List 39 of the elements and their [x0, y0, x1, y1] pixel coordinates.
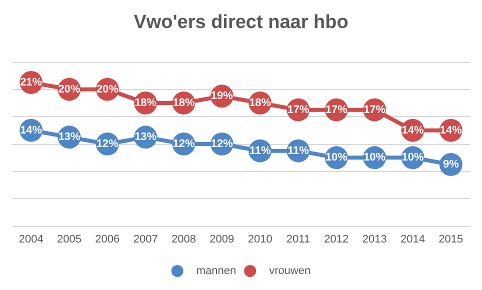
- data-label: 12%: [96, 138, 119, 150]
- x-tick-label: 2011: [286, 234, 310, 246]
- legend-label: mannen: [196, 265, 236, 277]
- data-label: 20%: [96, 83, 119, 96]
- data-label: 21%: [20, 76, 42, 88]
- data-label: 13%: [134, 131, 157, 144]
- data-label: 14%: [20, 124, 42, 136]
- data-label: 11%: [249, 144, 271, 157]
- x-tick-label: 2009: [210, 234, 234, 246]
- data-label: 18%: [134, 97, 157, 109]
- data-label: 17%: [325, 104, 348, 116]
- x-tick-label: 2015: [438, 234, 464, 246]
- legend-label: vrouwen: [269, 265, 311, 277]
- data-label: 9%: [442, 158, 460, 170]
- x-tick-label: 2006: [95, 234, 120, 246]
- x-tick-label: 2013: [362, 234, 387, 246]
- data-label: 13%: [58, 131, 80, 144]
- chart-title: Vwo'ers direct naar hbo: [134, 12, 348, 33]
- data-label: 18%: [249, 97, 272, 109]
- data-label: 14%: [440, 124, 462, 136]
- data-label: 12%: [172, 138, 195, 150]
- data-label: 18%: [172, 97, 195, 109]
- data-label: 10%: [364, 152, 386, 164]
- x-tick-label: 2012: [324, 234, 349, 246]
- data-label: 17%: [364, 104, 386, 116]
- data-label: 19%: [210, 90, 234, 102]
- x-tick-label: 2005: [57, 234, 82, 246]
- x-tick-label: 2007: [133, 234, 158, 246]
- x-tick-label: 2004: [18, 234, 44, 246]
- data-label: 11%: [288, 144, 310, 157]
- data-label: 10%: [325, 152, 348, 164]
- data-label: 17%: [287, 104, 310, 116]
- data-label: 20%: [58, 83, 80, 96]
- x-tick-label: 2014: [400, 234, 425, 246]
- x-tick-label: 2010: [248, 234, 272, 246]
- x-tick-label: 2008: [172, 234, 196, 246]
- data-label: 12%: [210, 138, 234, 150]
- data-label: 10%: [402, 152, 424, 164]
- data-label: 14%: [402, 124, 424, 136]
